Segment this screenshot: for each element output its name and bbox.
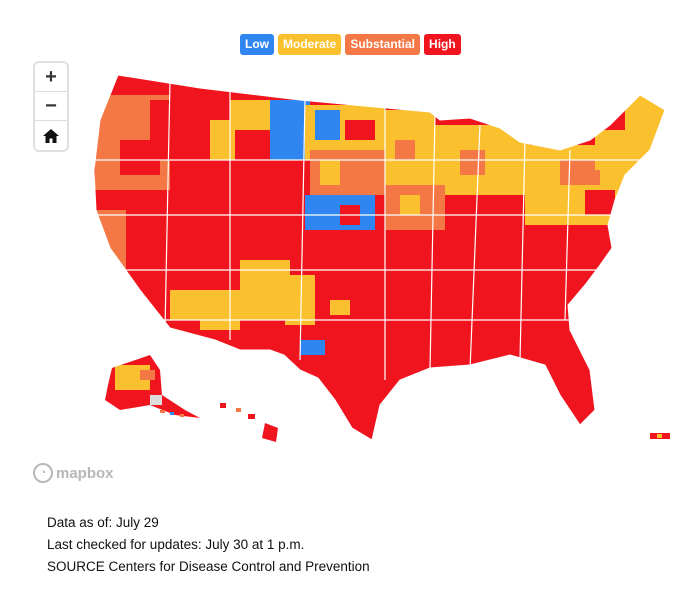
last-checked: Last checked for updates: July 30 at 1 p…: [47, 537, 305, 552]
home-button[interactable]: [35, 121, 67, 150]
zoom-in-button[interactable]: +: [35, 63, 67, 92]
legend: Low Moderate Substantial High: [240, 34, 461, 55]
us-county-map[interactable]: [0, 0, 695, 500]
legend-moderate[interactable]: Moderate: [278, 34, 342, 55]
source-credit: SOURCE Centers for Disease Control and P…: [47, 559, 370, 574]
zoom-out-button[interactable]: −: [35, 92, 67, 121]
legend-substantial[interactable]: Substantial: [345, 34, 421, 55]
hawaii-map: [220, 403, 278, 442]
zoom-control: + −: [35, 63, 67, 150]
mapbox-logo-icon: ◔: [33, 463, 53, 483]
mapbox-logo[interactable]: ◔ mapbox: [33, 463, 114, 483]
aleutians: [160, 410, 184, 417]
data-as-of: Data as of: July 29: [47, 515, 159, 530]
lower-48-map: [94, 75, 665, 440]
puerto-rico-map: [650, 433, 670, 439]
state-borders: [94, 79, 660, 380]
mapbox-logo-text: mapbox: [56, 464, 114, 482]
map[interactable]: [0, 0, 695, 500]
legend-high[interactable]: High: [424, 34, 461, 55]
us-outline: [93, 74, 666, 441]
alaska-map: [105, 355, 200, 418]
home-icon: [43, 128, 59, 143]
legend-low[interactable]: Low: [240, 34, 274, 55]
footer-notes: Data as of: July 29 Last checked for upd…: [47, 512, 370, 578]
